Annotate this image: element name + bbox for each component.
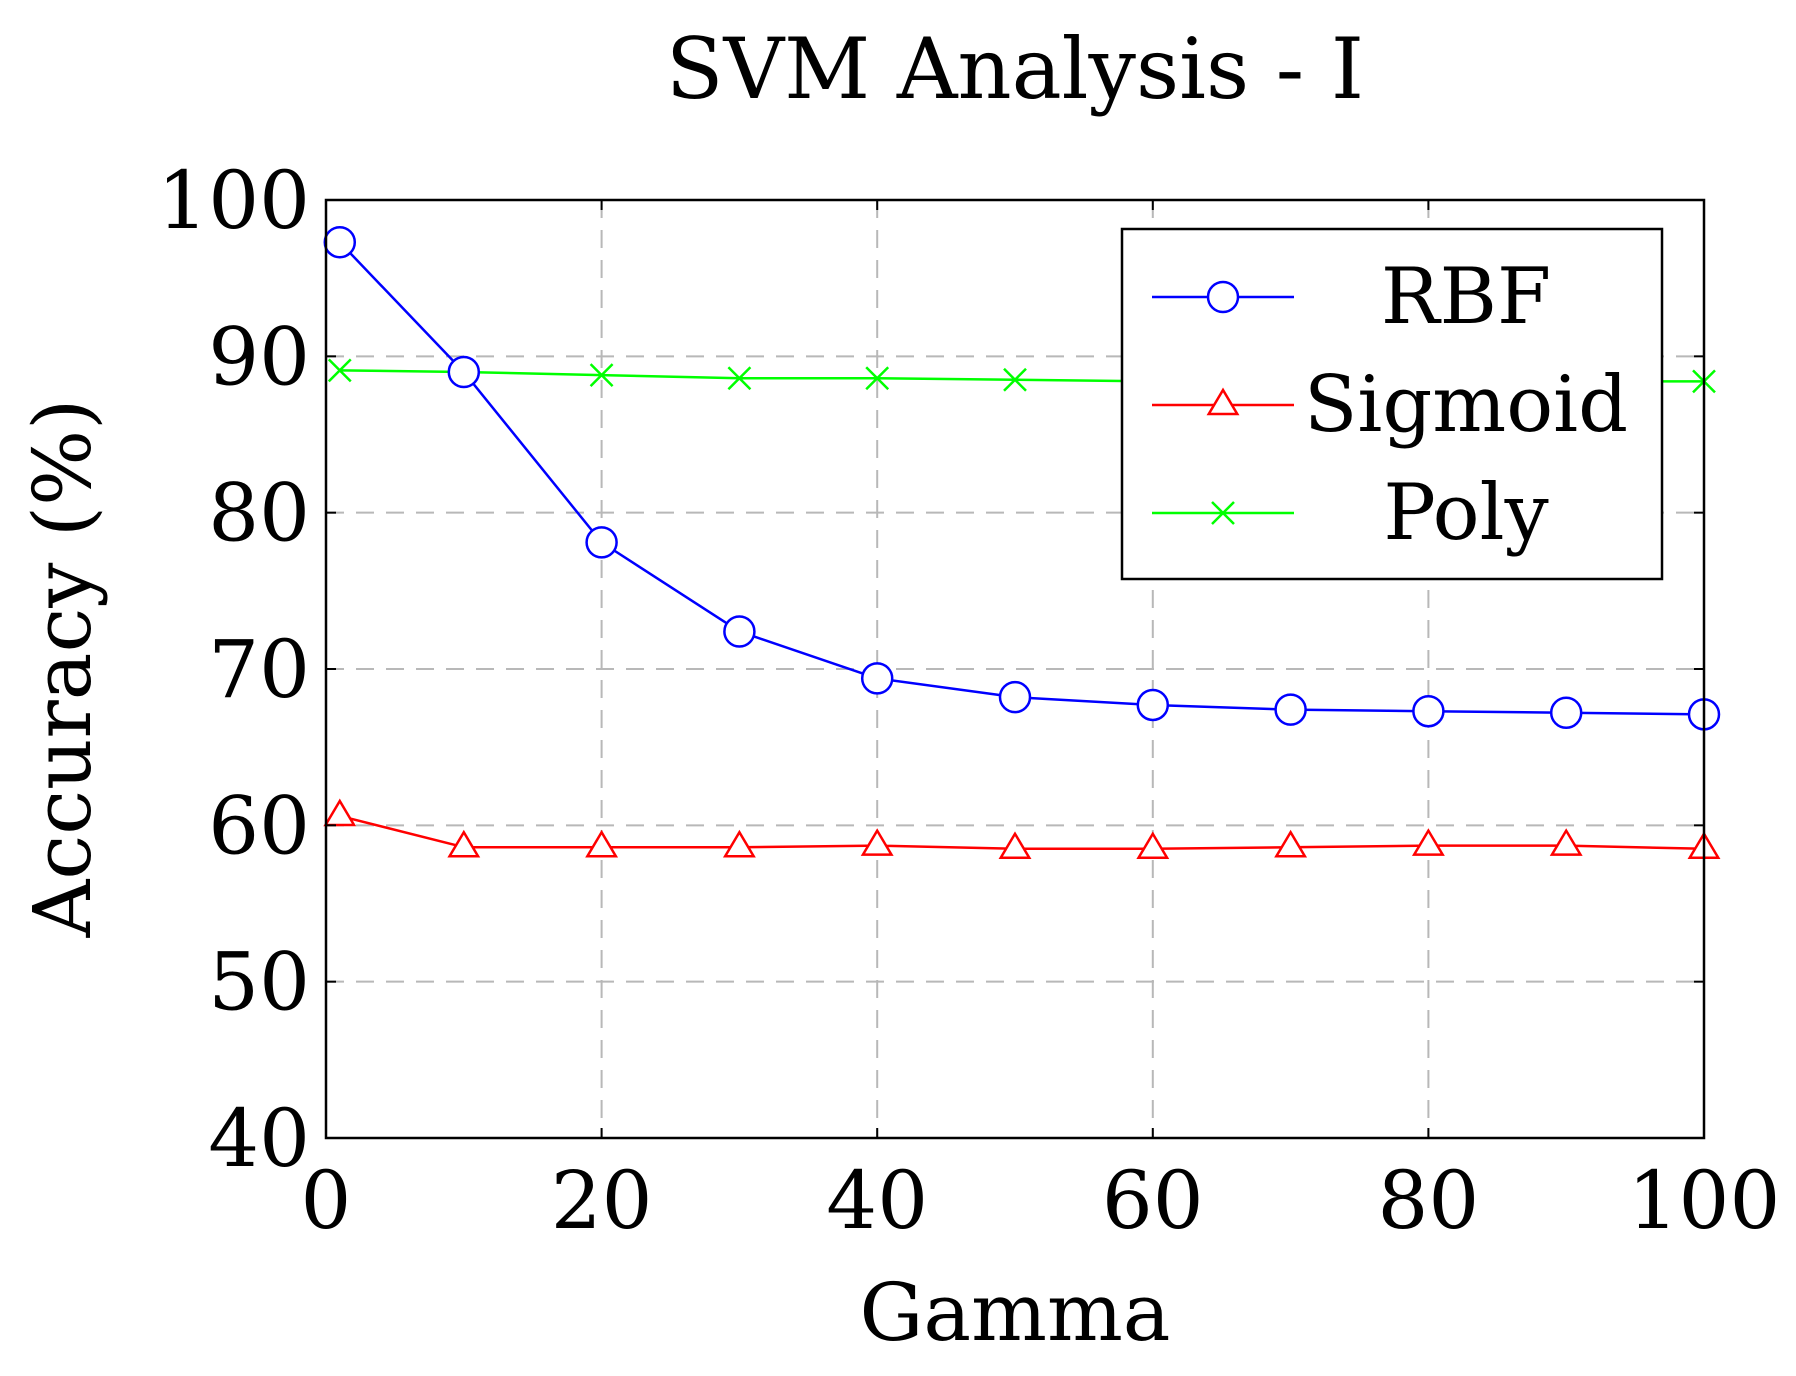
legend-marker-triangle-icon: [1206, 387, 1240, 416]
y-tick-label: 40: [208, 1092, 310, 1185]
x-tick-label: 20: [551, 1154, 653, 1247]
legend-label: Sigmoid: [1304, 360, 1628, 450]
y-tick-label: 60: [208, 779, 310, 872]
legend-item-sigmoid: Sigmoid: [1152, 360, 1628, 450]
legend: RBF Sigmoid Poly: [1120, 227, 1664, 581]
data-point-sigmoid: [447, 829, 481, 858]
legend-marker-x-icon: [1211, 501, 1235, 525]
data-point-rbf: [1274, 693, 1307, 726]
data-point-sigmoid: [1411, 828, 1445, 856]
legend-marker-circle-icon: [1206, 280, 1240, 314]
axis-ticks: 0 20 40 60 80 100 40 50 60 70 80 90 100: [157, 154, 1780, 1247]
chart-title: SVM Analysis - I: [666, 20, 1364, 118]
legend-item-poly: Poly: [1152, 468, 1549, 558]
data-point-rbf: [585, 526, 618, 559]
data-point-sigmoid: [998, 831, 1032, 860]
data-point-rbf: [447, 355, 481, 389]
data-point-rbf: [998, 680, 1032, 714]
series-sigmoid: [323, 798, 1721, 860]
data-point-poly: [727, 366, 752, 391]
data-point-sigmoid: [585, 829, 619, 858]
legend-item-rbf: RBF: [1152, 252, 1551, 342]
data-point-poly: [589, 363, 614, 387]
data-point-sigmoid: [722, 829, 756, 858]
y-tick-label: 50: [208, 936, 310, 1029]
data-point-poly: [1003, 367, 1027, 392]
x-tick-label: 80: [1378, 1154, 1480, 1247]
data-point-poly: [865, 366, 890, 391]
legend-label: RBF: [1381, 252, 1551, 342]
data-point-rbf: [860, 662, 894, 695]
data-point-sigmoid: [1136, 831, 1170, 860]
data-point-sigmoid: [860, 828, 894, 856]
data-point-poly: [327, 358, 352, 383]
legend-label: Poly: [1383, 468, 1548, 558]
y-axis-label: Accuracy (%): [16, 399, 109, 939]
data-point-rbf: [323, 225, 357, 259]
y-tick-label: 80: [208, 467, 310, 560]
x-axis-label: Gamma: [859, 1266, 1170, 1359]
data-point-sigmoid: [1549, 828, 1583, 856]
y-tick-label: 90: [208, 310, 310, 403]
data-point-sigmoid: [1274, 829, 1308, 858]
x-tick-label: 40: [826, 1154, 928, 1247]
data-point-rbf: [1549, 696, 1583, 730]
y-tick-label: 70: [208, 623, 310, 716]
data-point-rbf: [1136, 688, 1170, 722]
data-point-rbf: [723, 615, 756, 648]
data-point-sigmoid: [323, 798, 357, 827]
data-point-rbf: [1412, 694, 1445, 728]
series-rbf: [323, 225, 1721, 731]
x-tick-label: 100: [1628, 1154, 1781, 1247]
x-tick-label: 60: [1102, 1154, 1204, 1247]
y-tick-label: 100: [157, 154, 310, 247]
x-tick-label: 0: [301, 1154, 352, 1247]
